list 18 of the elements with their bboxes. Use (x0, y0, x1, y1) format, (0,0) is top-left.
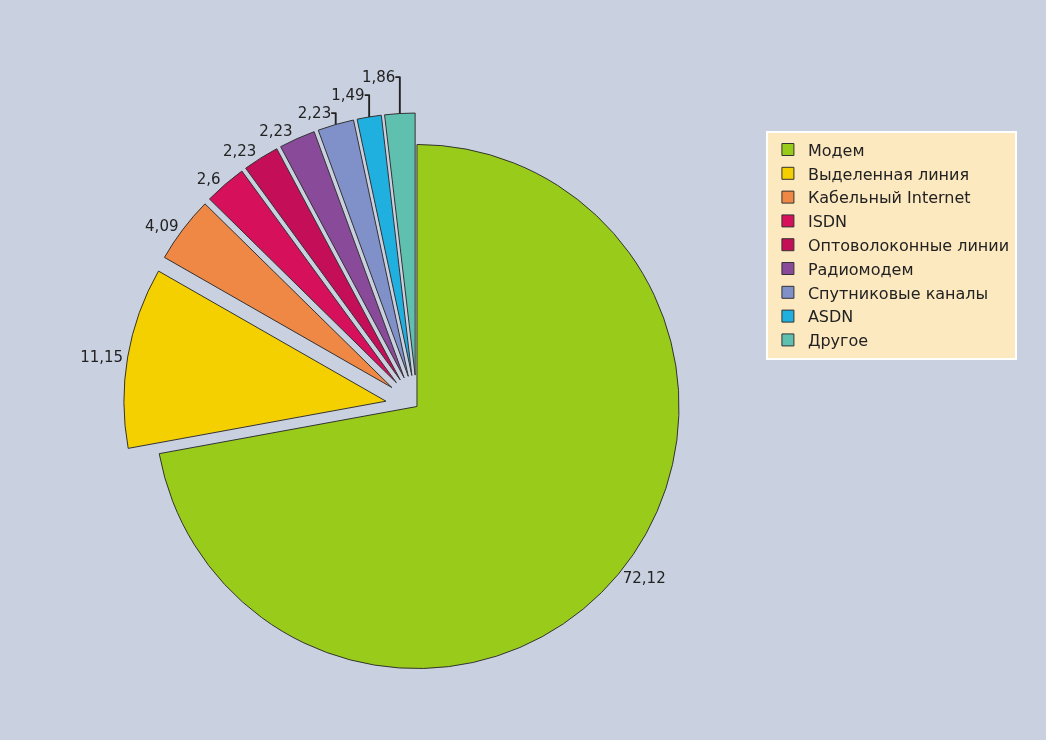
data-label: 11,15 (80, 347, 124, 366)
legend-label: Оптоволоконные линии (807, 235, 1010, 255)
data-label: 2,23 (222, 142, 257, 161)
data-label: 1,49 (331, 86, 365, 105)
legend-label: Радиомодем (807, 259, 914, 279)
data-label: 2,23 (297, 104, 332, 123)
legend-label: Кабельный Internet (807, 188, 971, 208)
legend-label: Модем (807, 140, 865, 160)
legend-label: Другое (807, 331, 869, 351)
data-label: 1,86 (361, 68, 396, 87)
legend-label: ASDN (807, 307, 854, 327)
legend-label: ISDN (807, 212, 848, 232)
legend-label: Выделенная линия (807, 164, 970, 184)
data-label: 2,23 (259, 122, 293, 141)
data-label: 4,09 (145, 217, 179, 236)
data-label: 72,12 (622, 568, 666, 587)
legend-label: Спутниковые каналы (807, 283, 989, 303)
data-label: 2,6 (196, 170, 221, 189)
